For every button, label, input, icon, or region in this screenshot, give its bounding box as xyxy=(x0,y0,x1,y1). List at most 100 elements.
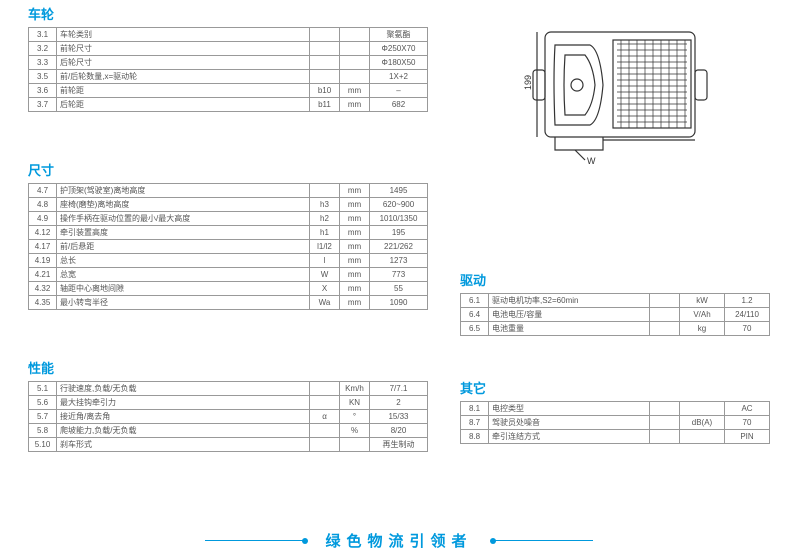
row-value: 195 xyxy=(370,226,428,240)
dims-table: 4.7护顶架(驾驶室)离地高度mm14954.8座椅(磨垫)离地高度h3mm62… xyxy=(28,183,428,310)
row-unit xyxy=(340,42,370,56)
table-row: 5.1行驶速度,负载/无负载Km/h7/7.1 xyxy=(29,382,428,396)
row-index: 4.8 xyxy=(29,198,57,212)
row-name: 轴距中心离地间隙 xyxy=(57,282,310,296)
svg-text:199: 199 xyxy=(523,75,533,90)
footer-line-left xyxy=(205,540,305,541)
row-name: 电池重量 xyxy=(489,322,650,336)
section-dims: 尺寸 4.7护顶架(驾驶室)离地高度mm14954.8座椅(磨垫)离地高度h3m… xyxy=(28,160,428,310)
row-index: 6.1 xyxy=(461,294,489,308)
table-row: 3.1车轮类别聚氨酯 xyxy=(29,28,428,42)
row-name: 驾驶员处噪音 xyxy=(489,416,650,430)
row-value: 70 xyxy=(725,322,770,336)
row-value: 7/7.1 xyxy=(370,382,428,396)
row-symbol xyxy=(310,28,340,42)
row-index: 5.7 xyxy=(29,410,57,424)
row-unit: mm xyxy=(340,84,370,98)
table-row: 4.35最小转弯半径Wamm1090 xyxy=(29,296,428,310)
row-symbol xyxy=(310,382,340,396)
row-symbol xyxy=(650,430,680,444)
table-row: 3.6前轮距b10mm– xyxy=(29,84,428,98)
footer: 绿色物流引领者 xyxy=(0,530,798,551)
row-index: 5.8 xyxy=(29,424,57,438)
row-symbol: h1 xyxy=(310,226,340,240)
row-name: 刹车形式 xyxy=(57,438,310,452)
table-row: 8.8牵引连结方式PIN xyxy=(461,430,770,444)
table-row: 4.8座椅(磨垫)离地高度h3mm620~900 xyxy=(29,198,428,212)
row-value: 24/110 xyxy=(725,308,770,322)
table-row: 3.2前轮尺寸Φ250X70 xyxy=(29,42,428,56)
row-symbol xyxy=(650,416,680,430)
row-index: 8.7 xyxy=(461,416,489,430)
table-row: 4.7护顶架(驾驶室)离地高度mm1495 xyxy=(29,184,428,198)
row-value: 再生制动 xyxy=(370,438,428,452)
svg-text:W: W xyxy=(587,156,596,166)
wheels-title: 车轮 xyxy=(28,4,428,23)
row-index: 3.7 xyxy=(29,98,57,112)
row-unit: kW xyxy=(680,294,725,308)
row-unit xyxy=(340,28,370,42)
row-index: 4.21 xyxy=(29,268,57,282)
row-symbol xyxy=(310,184,340,198)
row-name: 座椅(磨垫)离地高度 xyxy=(57,198,310,212)
row-value: 221/262 xyxy=(370,240,428,254)
table-row: 3.5前/后轮数量,x=驱动轮1X+2 xyxy=(29,70,428,84)
row-index: 4.19 xyxy=(29,254,57,268)
row-unit: dB(A) xyxy=(680,416,725,430)
row-symbol: Wa xyxy=(310,296,340,310)
row-value: 2 xyxy=(370,396,428,410)
row-unit: mm xyxy=(340,240,370,254)
row-name: 行驶速度,负载/无负载 xyxy=(57,382,310,396)
row-unit: ° xyxy=(340,410,370,424)
row-unit: kg xyxy=(680,322,725,336)
row-value: AC xyxy=(725,402,770,416)
row-value: Φ180X50 xyxy=(370,56,428,70)
table-row: 8.1电控类型AC xyxy=(461,402,770,416)
row-symbol: l xyxy=(310,254,340,268)
row-symbol xyxy=(650,402,680,416)
row-symbol: h3 xyxy=(310,198,340,212)
row-symbol xyxy=(310,56,340,70)
row-name: 总宽 xyxy=(57,268,310,282)
row-value: 773 xyxy=(370,268,428,282)
row-symbol xyxy=(650,308,680,322)
row-value: – xyxy=(370,84,428,98)
table-row: 4.21总宽Wmm773 xyxy=(29,268,428,282)
row-value: 1.2 xyxy=(725,294,770,308)
row-index: 4.9 xyxy=(29,212,57,226)
row-index: 3.6 xyxy=(29,84,57,98)
row-unit xyxy=(340,438,370,452)
row-symbol xyxy=(650,294,680,308)
row-index: 8.8 xyxy=(461,430,489,444)
section-other: 其它 8.1电控类型AC8.7驾驶员处噪音dB(A)708.8牵引连结方式PIN xyxy=(460,378,770,444)
row-value: 1273 xyxy=(370,254,428,268)
row-index: 4.35 xyxy=(29,296,57,310)
row-name: 前/后悬距 xyxy=(57,240,310,254)
row-unit: mm xyxy=(340,296,370,310)
row-index: 4.17 xyxy=(29,240,57,254)
row-name: 接近角/离去角 xyxy=(57,410,310,424)
row-index: 3.3 xyxy=(29,56,57,70)
row-name: 驱动电机功率,S2=60min xyxy=(489,294,650,308)
other-title: 其它 xyxy=(460,378,770,397)
row-symbol: b10 xyxy=(310,84,340,98)
row-name: 电控类型 xyxy=(489,402,650,416)
vehicle-diagram: 199 W xyxy=(495,10,735,170)
row-name: 电池电压/容量 xyxy=(489,308,650,322)
table-row: 3.7后轮距b11mm682 xyxy=(29,98,428,112)
row-index: 5.1 xyxy=(29,382,57,396)
row-unit: mm xyxy=(340,226,370,240)
table-row: 3.3后轮尺寸Φ180X50 xyxy=(29,56,428,70)
row-index: 4.12 xyxy=(29,226,57,240)
row-name: 牵引装置高度 xyxy=(57,226,310,240)
table-row: 4.19总长lmm1273 xyxy=(29,254,428,268)
row-unit: % xyxy=(340,424,370,438)
other-table: 8.1电控类型AC8.7驾驶员处噪音dB(A)708.8牵引连结方式PIN xyxy=(460,401,770,444)
row-symbol: X xyxy=(310,282,340,296)
table-row: 5.7接近角/离去角α°15/33 xyxy=(29,410,428,424)
row-name: 后轮距 xyxy=(57,98,310,112)
row-value: 15/33 xyxy=(370,410,428,424)
section-drive: 驱动 6.1驱动电机功率,S2=60minkW1.26.4电池电压/容量V/Ah… xyxy=(460,270,770,336)
table-row: 5.8爬坡能力,负载/无负载%8/20 xyxy=(29,424,428,438)
row-name: 前/后轮数量,x=驱动轮 xyxy=(57,70,310,84)
